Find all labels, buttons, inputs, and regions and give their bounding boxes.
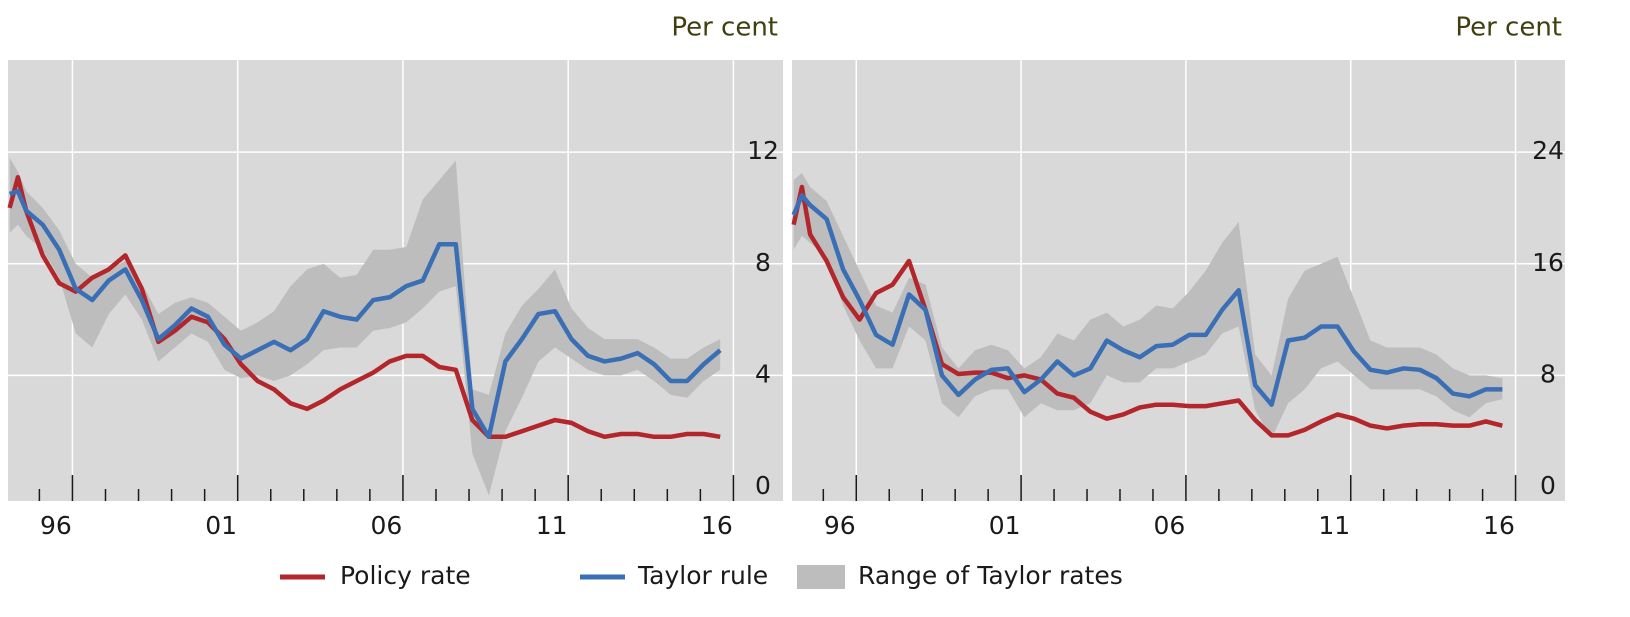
x-tick-label: 06 [1154,511,1186,540]
y-tick-label: 8 [755,248,771,277]
y-tick-label: 4 [755,359,771,388]
series-line [791,193,1503,407]
legend-label: Policy rate [340,561,471,590]
series-line [8,188,722,440]
x-tick-label: 11 [536,511,568,540]
y-tick-label: 12 [747,136,779,165]
x-tick-label: 01 [989,511,1021,540]
y-tick-label: 0 [1540,471,1556,500]
y-tick-label: 0 [755,471,771,500]
y-tick-label: 8 [1540,359,1556,388]
x-tick-label: 11 [1318,511,1350,540]
range-band [9,157,721,496]
series-line [7,174,721,440]
legend-swatch [797,565,845,589]
y-tick-label: 24 [1532,136,1564,165]
x-tick-label: 96 [824,511,856,540]
series-line [791,184,1503,438]
x-tick-label: 01 [205,511,237,540]
x-tick-label: 16 [701,511,733,540]
x-tick-label: 06 [371,511,403,540]
y-axis-unit: Per cent [671,13,778,43]
legend-label: Range of Taylor rates [858,561,1123,590]
x-tick-label: 16 [1483,511,1515,540]
legend-label: Taylor rule [637,561,768,590]
plot-background [792,60,1565,501]
y-axis-unit: Per cent [1455,13,1562,43]
x-tick-label: 96 [40,511,72,540]
y-tick-label: 16 [1532,248,1564,277]
